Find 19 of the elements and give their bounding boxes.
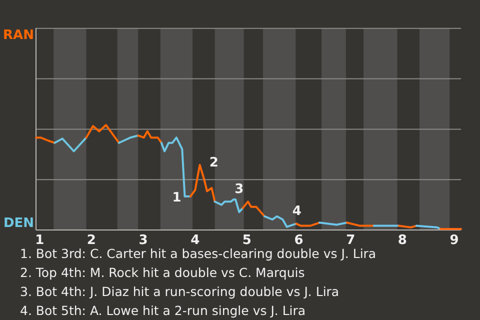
x-tick-label: 2 (86, 233, 96, 248)
annotation: 3 (234, 182, 244, 198)
text: DEN (3, 216, 34, 231)
x-tick-label: 3 (138, 233, 148, 248)
text: 2. Top 4th: M. Rock hit a double vs C. Marquis (20, 265, 305, 280)
x-tick-label: 7 (346, 233, 356, 248)
annotation: 2 (209, 156, 218, 171)
x-tick-label: 4 (190, 233, 200, 248)
x-tick-label: 8 (398, 233, 407, 248)
annotation: 1 (172, 190, 182, 206)
text: 1. Bot 3rd: C. Carter hit a bases-clearing double vs J. Lira (20, 246, 376, 261)
x-tick-label: 9 (450, 233, 459, 248)
x-tick-label: 6 (294, 233, 304, 248)
text: RAN (3, 28, 34, 43)
x-tick-label: 5 (242, 233, 252, 248)
text: 4. Bot 5th: A. Lowe hit a 2-run single vs J. Lira (20, 303, 306, 318)
text: 3. Bot 4th: J. Diaz hit a run-scoring double vs J. Lira (20, 284, 340, 299)
x-tick-label: 1 (35, 233, 44, 248)
annotation: 4 (292, 204, 302, 219)
